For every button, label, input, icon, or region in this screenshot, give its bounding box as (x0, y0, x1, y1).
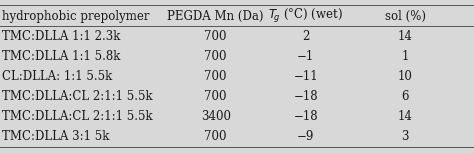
Text: 10: 10 (398, 70, 413, 83)
Text: −18: −18 (293, 110, 318, 123)
Text: −11: −11 (293, 70, 318, 83)
Text: $T_{\!g}$ (°C) (wet): $T_{\!g}$ (°C) (wet) (268, 7, 343, 25)
Text: 700: 700 (204, 90, 227, 103)
Text: hydrophobic prepolymer: hydrophobic prepolymer (2, 10, 150, 23)
Text: TMC:DLLA 1:1 5.8k: TMC:DLLA 1:1 5.8k (2, 50, 121, 63)
Text: CL:DLLA: 1:1 5.5k: CL:DLLA: 1:1 5.5k (2, 70, 113, 83)
Text: PEGDA Mn (Da): PEGDA Mn (Da) (167, 10, 264, 23)
Text: −18: −18 (293, 90, 318, 103)
Text: 3: 3 (401, 130, 409, 143)
Text: TMC:DLLA 1:1 2.3k: TMC:DLLA 1:1 2.3k (2, 30, 121, 43)
Text: 1: 1 (401, 50, 409, 63)
Text: TMC:DLLA:CL 2:1:1 5.5k: TMC:DLLA:CL 2:1:1 5.5k (2, 90, 153, 103)
Text: −9: −9 (297, 130, 314, 143)
Text: 700: 700 (204, 30, 227, 43)
Text: 14: 14 (398, 30, 413, 43)
Text: 3400: 3400 (201, 110, 231, 123)
Text: −1: −1 (297, 50, 314, 63)
Text: 700: 700 (204, 130, 227, 143)
Text: 6: 6 (401, 90, 409, 103)
Text: sol (%): sol (%) (385, 10, 426, 23)
Text: TMC:DLLA 3:1 5k: TMC:DLLA 3:1 5k (2, 130, 110, 143)
Text: 700: 700 (204, 50, 227, 63)
Text: 700: 700 (204, 70, 227, 83)
Text: 2: 2 (302, 30, 310, 43)
Text: 14: 14 (398, 110, 413, 123)
Text: TMC:DLLA:CL 2:1:1 5.5k: TMC:DLLA:CL 2:1:1 5.5k (2, 110, 153, 123)
